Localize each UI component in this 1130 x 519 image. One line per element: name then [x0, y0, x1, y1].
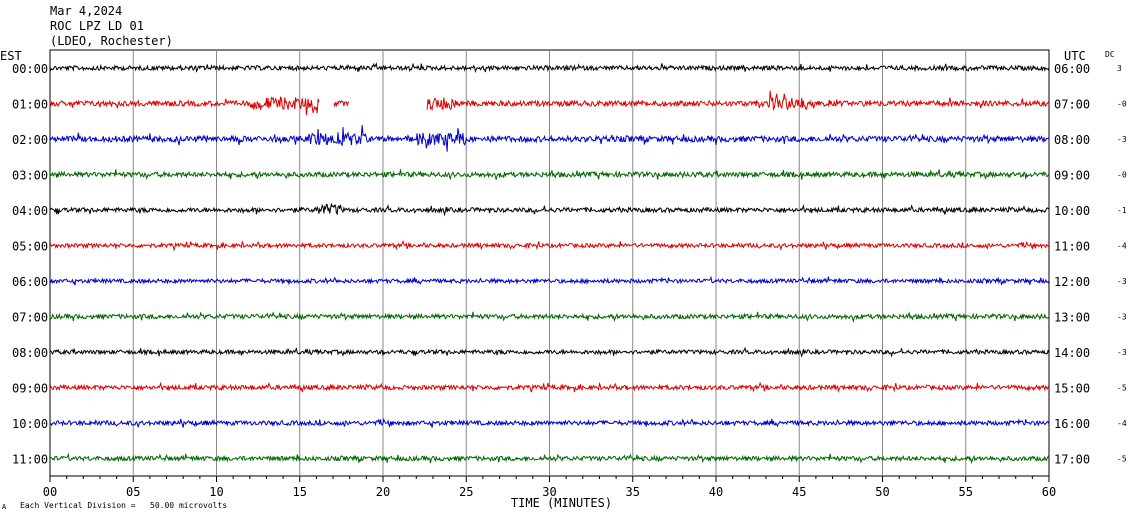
- x-axis-label: TIME (MINUTES): [511, 496, 612, 510]
- dc-value: -3: [1117, 313, 1127, 322]
- utc-hour-label: 06:00: [1054, 62, 1090, 76]
- utc-hour-label: 16:00: [1054, 417, 1090, 431]
- x-tick-label: 60: [1042, 485, 1056, 499]
- dc-value: -3: [1117, 348, 1127, 357]
- x-tick-label: 00: [43, 485, 57, 499]
- x-tick-label: 10: [209, 485, 223, 499]
- est-hour-label: 10:00: [12, 417, 48, 431]
- x-tick-label: 20: [376, 485, 390, 499]
- trace-1000: [49, 418, 1050, 428]
- dc-value: -5: [1117, 384, 1127, 393]
- dc-value: -1: [1117, 206, 1127, 215]
- trace-0100: [49, 90, 1050, 116]
- est-hour-label: 07:00: [12, 311, 48, 325]
- trace-0500: [49, 240, 1050, 252]
- left-axis-title: EST: [0, 49, 22, 63]
- dc-title: DC: [1105, 50, 1115, 59]
- x-tick-label: 30: [542, 485, 556, 499]
- trace-0900: [49, 381, 1050, 393]
- dc-value: 3: [1117, 64, 1122, 73]
- header-location: (LDEO, Rochester): [50, 34, 173, 48]
- est-hour-label: 02:00: [12, 133, 48, 147]
- trace-0600: [49, 275, 1050, 286]
- dc-value: -5: [1117, 455, 1127, 464]
- trace-0800: [49, 346, 1050, 358]
- scale-note: Each Vertical Division = 50.00 microvolt…: [20, 501, 228, 510]
- est-hour-label: 03:00: [12, 169, 48, 183]
- x-tick-label: 45: [792, 485, 806, 499]
- trace-0300: [49, 169, 1050, 181]
- utc-hour-label: 11:00: [1054, 240, 1090, 254]
- trace-0000: [49, 62, 1050, 74]
- utc-hour-label: 13:00: [1054, 311, 1090, 325]
- utc-hour-label: 07:00: [1054, 98, 1090, 112]
- x-tick-label: 55: [959, 485, 973, 499]
- est-hour-label: 05:00: [12, 240, 48, 254]
- dc-value: -0: [1117, 100, 1127, 109]
- x-tick-label: 40: [709, 485, 723, 499]
- dc-value: -0: [1117, 171, 1127, 180]
- dc-value: -3: [1117, 135, 1127, 144]
- x-tick-label: 15: [293, 485, 307, 499]
- header-station: ROC LPZ LD 01: [50, 19, 144, 33]
- x-tick-label: 25: [459, 485, 473, 499]
- utc-hour-label: 09:00: [1054, 169, 1090, 183]
- utc-hour-label: 17:00: [1054, 453, 1090, 467]
- utc-hour-label: 10:00: [1054, 204, 1090, 218]
- est-hour-label: 11:00: [12, 453, 48, 467]
- utc-hour-label: 14:00: [1054, 346, 1090, 360]
- right-axis-title: UTC: [1064, 49, 1086, 63]
- est-hour-label: 00:00: [12, 62, 48, 76]
- x-tick-label: 05: [126, 485, 140, 499]
- utc-hour-label: 08:00: [1054, 133, 1090, 147]
- est-hour-label: 01:00: [12, 98, 48, 112]
- utc-hour-label: 15:00: [1054, 382, 1090, 396]
- est-hour-label: 09:00: [12, 382, 48, 396]
- dc-value: -4: [1117, 242, 1127, 251]
- dc-value: -4: [1117, 419, 1127, 428]
- x-tick-label: 35: [626, 485, 640, 499]
- trace-1100: [49, 452, 1050, 465]
- dc-value: -3: [1117, 277, 1127, 286]
- utc-hour-label: 12:00: [1054, 275, 1090, 289]
- x-tick-label: 50: [875, 485, 889, 499]
- header-date: Mar 4,2024: [50, 4, 123, 18]
- corner-mark: A: [2, 503, 7, 511]
- trace-0200: [49, 125, 1050, 152]
- est-hour-label: 08:00: [12, 346, 48, 360]
- est-hour-label: 04:00: [12, 204, 48, 218]
- trace-0700: [49, 311, 1050, 324]
- trace-0400: [49, 202, 1050, 217]
- est-hour-label: 06:00: [12, 275, 48, 289]
